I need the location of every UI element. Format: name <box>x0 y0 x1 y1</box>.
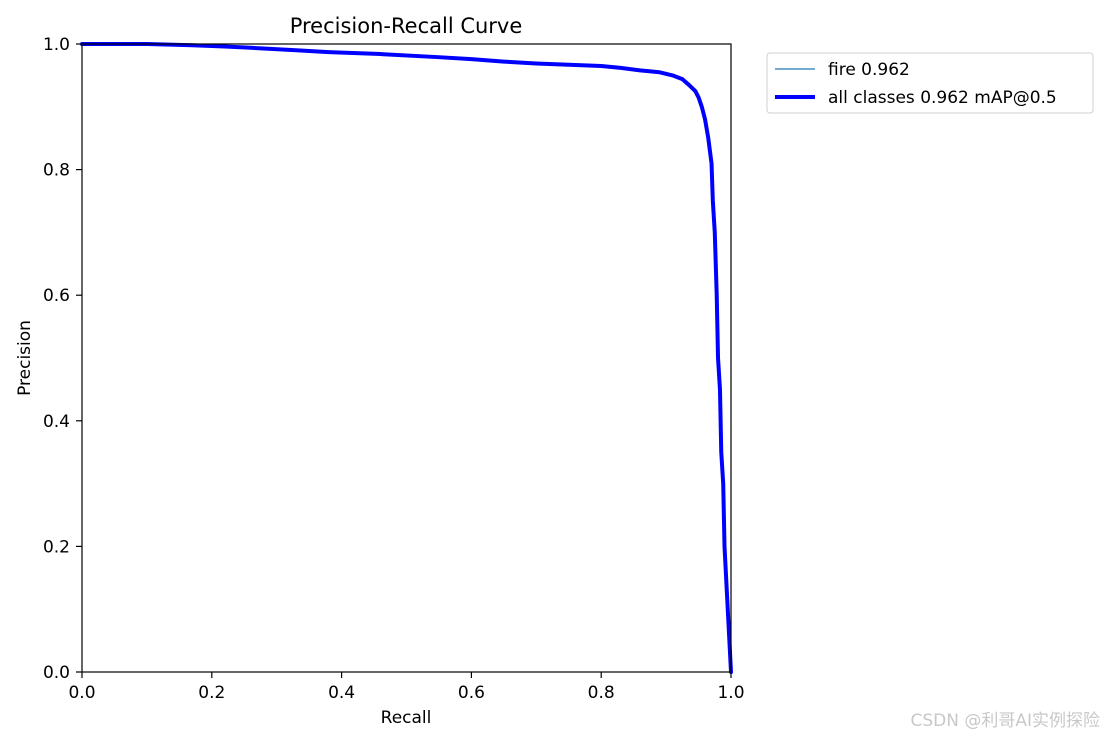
x-tick-label: 1.0 <box>717 683 744 703</box>
x-axis-label: Recall <box>381 708 432 728</box>
y-tick-label: 0.8 <box>43 161 70 181</box>
x-tick-label: 0.4 <box>328 683 355 703</box>
watermark: CSDN @利哥AI实例探险 <box>910 711 1100 731</box>
x-axis-ticks: 0.0 0.2 0.4 0.6 0.8 1.0 <box>68 672 745 703</box>
x-tick-label: 0.8 <box>588 683 615 703</box>
x-tick-label: 0.2 <box>198 683 225 703</box>
y-axis-label: Precision <box>15 320 35 396</box>
legend-frame <box>766 52 1094 114</box>
x-tick-label: 0.6 <box>458 683 485 703</box>
series-line-all-classes <box>80 42 733 674</box>
series-line-fire <box>81 43 732 673</box>
y-tick-label: 1.0 <box>43 35 70 55</box>
legend-label-fire: fire 0.962 <box>828 60 910 80</box>
y-tick-label: 0.0 <box>43 663 70 683</box>
y-axis-ticks: 0.0 0.2 0.4 0.6 0.8 1.0 <box>43 35 82 683</box>
y-tick-label: 0.2 <box>43 537 70 557</box>
x-tick-label: 0.0 <box>68 683 95 703</box>
series-layer <box>80 42 733 674</box>
y-tick-label: 0.4 <box>43 412 70 432</box>
y-tick-label: 0.6 <box>43 286 70 306</box>
chart-title: Precision-Recall Curve <box>290 14 523 38</box>
plot-frame <box>81 43 732 673</box>
legend-label-all-classes: all classes 0.962 mAP@0.5 <box>828 88 1057 108</box>
legend: fire 0.962 all classes 0.962 mAP@0.5 <box>766 52 1094 114</box>
